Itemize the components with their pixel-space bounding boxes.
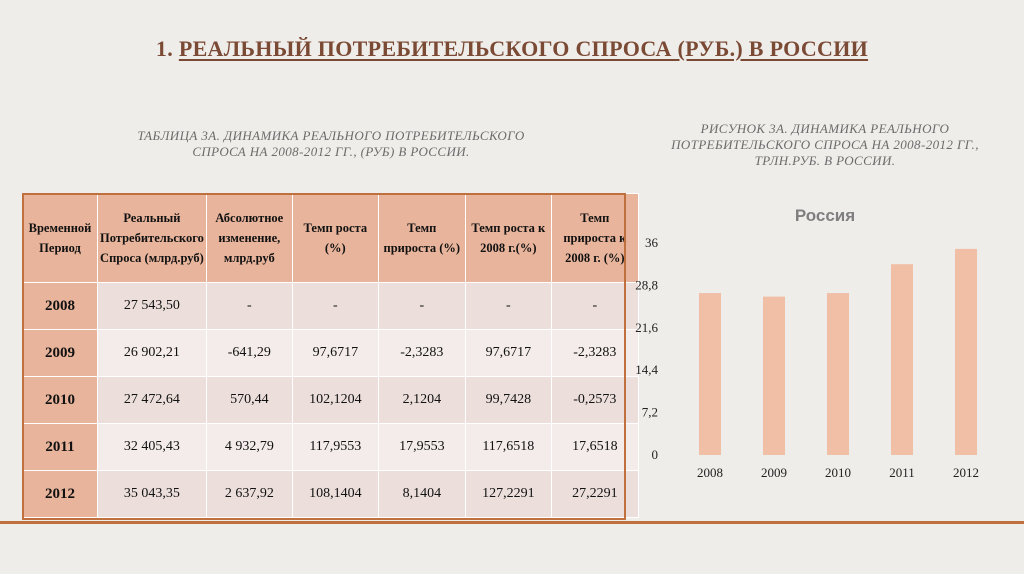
figure-caption-line-3: трлн.руб. в России. [754,153,896,168]
cell-value: - [291,282,379,330]
cell-year: 2010 [22,376,98,424]
figure-caption-line-1: Рисунок 3а. Динамика реального [700,121,950,136]
bar-2012 [955,248,977,455]
cell-value: -0,2573 [550,376,639,424]
table-row: 2008 27 543,50 - - - - - [22,282,639,330]
cell-value: 35 043,35 [97,470,207,518]
figure-caption: Рисунок 3а. Динамика реального потребите… [640,121,1010,169]
y-tick-label: 0 [652,447,659,462]
cell-value: 27 472,64 [97,376,207,424]
x-tick-label: 2009 [761,465,787,480]
data-table: Временной Период Реальный Потребительско… [22,193,639,518]
y-tick-label: 36 [645,235,659,250]
cell-year: 2011 [22,423,98,471]
bar-2011 [891,264,913,455]
cell-value: 27,2291 [550,470,639,518]
cell-value: - [377,282,466,330]
bar-2008 [699,293,721,455]
header-growth-rate-2008: Темп роста к 2008 г.(%) [464,193,552,283]
cell-value: 17,6518 [550,423,639,471]
slide-title-text: РЕАЛЬНЫЙ ПОТРЕБИТЕЛЬСКОГО СПРОСА (РУБ.) … [178,36,869,61]
cell-value: 102,1204 [291,376,379,424]
y-tick-label: 21,6 [635,320,658,335]
cell-value: -2,3283 [377,329,466,377]
table-caption: Таблица 3а. Динамика реального потребите… [96,128,566,160]
cell-value: 4 932,79 [205,423,293,471]
table-caption-line-1: Таблица 3а. Динамика реального потребите… [137,128,525,143]
x-tick-label: 2010 [825,465,851,480]
bar-2010 [827,293,849,455]
cell-value: 27 543,50 [97,282,207,330]
cell-year: 2012 [22,470,98,518]
table-row: 2011 32 405,43 4 932,79 117,9553 17,9553… [22,423,639,471]
cell-value: 108,1404 [291,470,379,518]
y-tick-label: 28,8 [635,277,658,292]
cell-value: 99,7428 [464,376,552,424]
cell-value: 17,9553 [377,423,466,471]
header-increase-rate-2008: Темп прироста к 2008 г. (%) [550,193,639,283]
bar-chart: 0 7,2 14,4 21,6 28,8 36 2008 2009 2010 2011 2012 [635,235,979,480]
header-absolute-change: Абсолютное изменение, млрд.руб [205,193,293,283]
table-row: 2009 26 902,21 -641,29 97,6717 -2,3283 9… [22,329,639,377]
cell-value: 2 637,92 [205,470,293,518]
slide-title-number: 1. [155,36,174,61]
cell-value: 127,2291 [464,470,552,518]
cell-value: 2,1204 [377,376,466,424]
cell-year: 2008 [22,282,98,330]
cell-value: -2,3283 [550,329,639,377]
cell-value: 97,6717 [464,329,552,377]
table-header-row: Временной Период Реальный Потребительско… [22,193,639,283]
table-row: 2010 27 472,64 570,44 102,1204 2,1204 99… [22,376,639,424]
table-caption-line-2: спроса на 2008-2012 гг., (руб) в России. [192,144,470,159]
cell-value: 97,6717 [291,329,379,377]
x-tick-label: 2011 [889,465,915,480]
cell-value: 570,44 [205,376,293,424]
bottom-rule [0,521,1024,524]
cell-value: 117,9553 [291,423,379,471]
chart-title: Россия [794,206,856,225]
header-increase-rate: Темп прироста (%) [377,193,466,283]
figure-caption-line-2: потребительского спроса на 2008-2012 гг.… [671,137,979,152]
bar-2009 [763,296,785,455]
cell-year: 2009 [22,329,98,377]
cell-value: - [464,282,552,330]
cell-value: 8,1404 [377,470,466,518]
x-tick-label: 2008 [697,465,723,480]
y-tick-label: 7,2 [642,405,658,420]
header-growth-rate: Темп роста (%) [291,193,379,283]
slide-title: 1. РЕАЛЬНЫЙ ПОТРЕБИТЕЛЬСКОГО СПРОСА (РУБ… [0,36,1024,62]
cell-value: - [205,282,293,330]
table-row: 2012 35 043,35 2 637,92 108,1404 8,1404 … [22,470,639,518]
x-tick-label: 2012 [953,465,979,480]
cell-value: - [550,282,639,330]
cell-value: -641,29 [205,329,293,377]
header-period: Временной Период [22,193,98,283]
cell-value: 32 405,43 [97,423,207,471]
cell-value: 117,6518 [464,423,552,471]
header-real-demand: Реальный Потребительского Спроса (млрд.р… [97,193,207,283]
y-tick-label: 14,4 [635,362,658,377]
cell-value: 26 902,21 [97,329,207,377]
